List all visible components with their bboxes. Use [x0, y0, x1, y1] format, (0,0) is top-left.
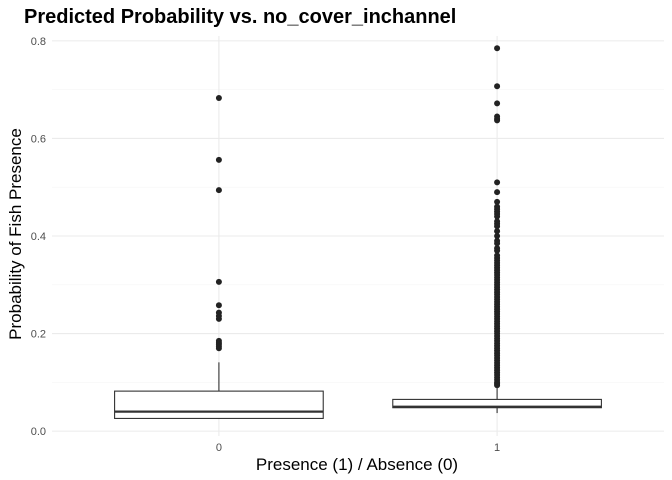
outlier-point	[494, 45, 501, 52]
outlier-point	[215, 156, 222, 163]
outlier-point	[215, 94, 222, 101]
outlier-point	[494, 117, 501, 124]
outlier-point	[215, 187, 222, 194]
outlier-point	[215, 315, 222, 322]
y-tick-label: 0.0	[31, 426, 46, 438]
y-tick-label: 0.4	[31, 231, 46, 243]
outlier-point	[494, 179, 501, 186]
y-tick-label: 0.6	[31, 133, 46, 145]
outlier-point	[494, 83, 501, 90]
x-tick-label: 1	[494, 442, 500, 454]
chart-title: Predicted Probability vs. no_cover_incha…	[24, 6, 456, 28]
outlier-point	[215, 302, 222, 309]
y-tick-label: 0.2	[31, 329, 46, 341]
outlier-point	[215, 278, 222, 285]
outlier-point	[494, 223, 501, 230]
box-group-1	[392, 45, 602, 414]
y-tick-labels: 0.0 0.2 0.4 0.6 0.8	[31, 36, 46, 438]
outlier-point	[494, 233, 501, 239]
x-axis-label: Presence (1) / Absence (0)	[256, 455, 458, 474]
y-axis-label: Probability of Fish Presence	[6, 128, 25, 340]
box-group-0	[114, 94, 324, 419]
outlier-point	[494, 228, 501, 235]
outlier-point	[215, 345, 222, 352]
box-iqr	[114, 390, 324, 419]
outlier-point	[494, 198, 501, 205]
y-tick-label: 0.8	[31, 36, 46, 48]
outlier-point	[494, 247, 501, 254]
outlier-point	[494, 189, 501, 196]
outlier-point	[494, 100, 501, 107]
outlier-point	[494, 382, 501, 389]
grid-lines	[52, 36, 664, 436]
boxes-layer	[114, 45, 602, 419]
outlier-point	[494, 240, 501, 247]
x-tick-label: 0	[216, 442, 222, 454]
outlier-point	[494, 213, 501, 220]
